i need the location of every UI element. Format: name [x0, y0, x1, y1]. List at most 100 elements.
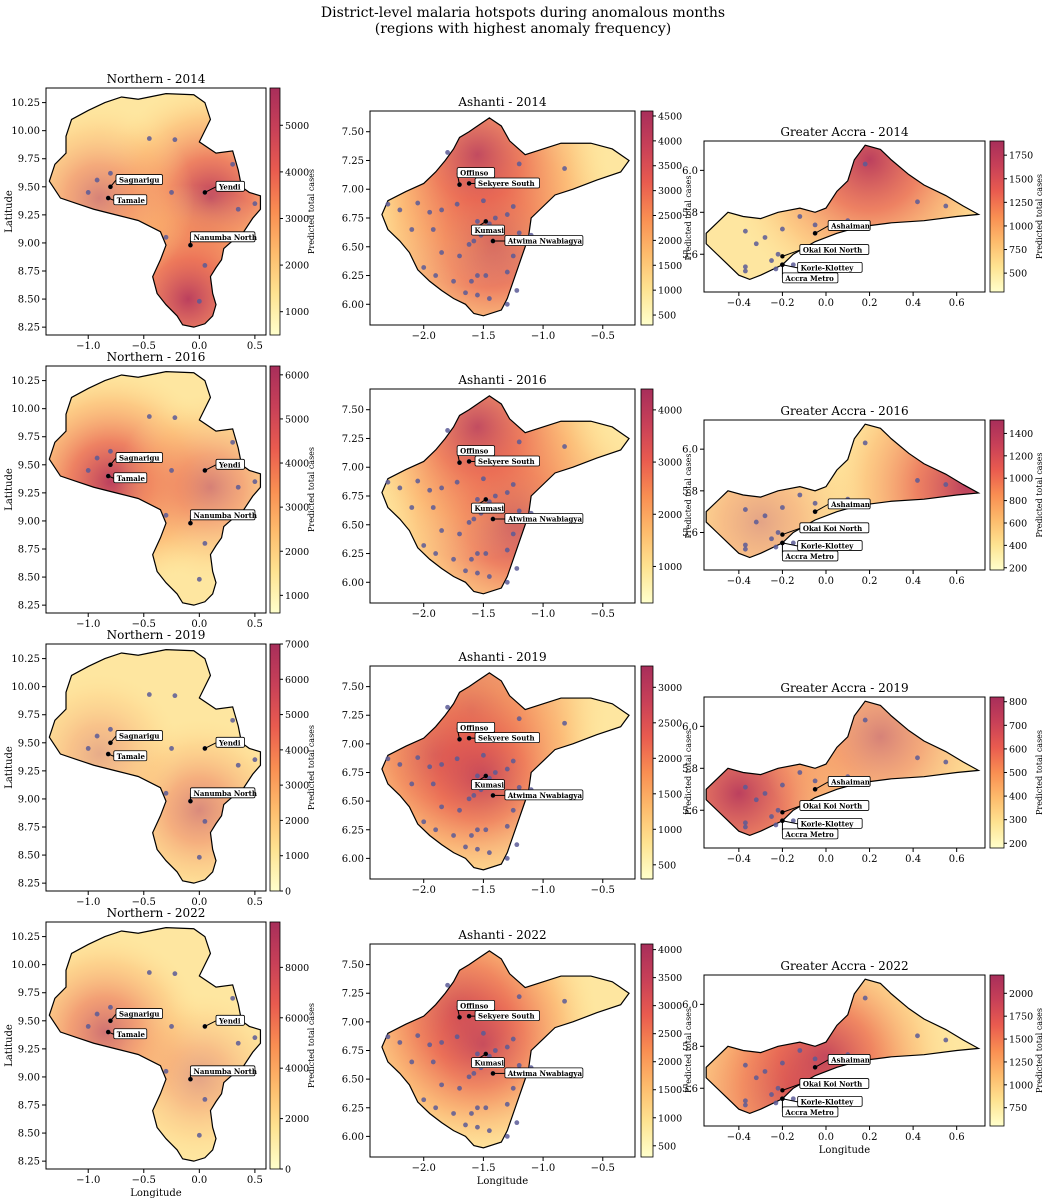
region-outline	[705, 978, 981, 1115]
district-marker	[202, 818, 208, 824]
hotspot-label-box	[215, 1014, 245, 1026]
district-marker	[397, 207, 403, 213]
y-tick-label: 5.6	[682, 806, 698, 817]
district-marker	[409, 505, 415, 510]
colorbar-tick-label: 200	[1009, 563, 1027, 574]
district-marker	[862, 161, 868, 167]
colorbar-tick-label: 4000	[658, 405, 682, 416]
y-tick-label: 5.8	[682, 486, 698, 497]
x-axis-label: Longitude	[477, 1176, 529, 1187]
y-tick-label: 6.00	[342, 300, 364, 311]
x-tick-label: −0.5	[591, 331, 615, 342]
hotspot-marker	[106, 473, 111, 479]
district-marker	[742, 1098, 748, 1104]
district-marker	[514, 842, 520, 848]
district-marker	[510, 807, 516, 813]
district-marker	[196, 854, 202, 860]
district-marker	[94, 455, 100, 461]
district-marker	[196, 1132, 202, 1138]
x-tick-label: −0.5	[591, 1163, 615, 1174]
hotspot-label: Nanumba North	[193, 233, 256, 242]
heat-field	[49, 927, 261, 1162]
hotspot-label-box	[474, 177, 540, 189]
label-leader	[782, 264, 798, 269]
district-marker	[790, 1096, 796, 1102]
district-marker	[762, 791, 768, 796]
colorbar	[269, 87, 281, 336]
y-tick-label: 6.50	[342, 242, 364, 253]
hotspot-marker	[457, 460, 462, 465]
district-marker	[475, 292, 480, 298]
colorbar-tick-label: 1750	[1009, 151, 1033, 162]
x-tick-label: −1.5	[471, 1163, 495, 1174]
y-tick-label: 9.00	[18, 1072, 40, 1083]
y-tick-label: 7.25	[342, 156, 364, 167]
hotspot-marker	[780, 254, 785, 259]
y-tick-label: 8.25	[18, 323, 40, 334]
hotspot-marker	[106, 751, 111, 757]
district-marker	[797, 492, 803, 498]
hotspot-label: Atwima Nwabiagya	[507, 237, 583, 246]
district-marker	[475, 827, 480, 833]
hotspot-label: Sekyere South	[478, 734, 535, 743]
figure-title-line1: District-level malaria hotspots during a…	[321, 5, 725, 21]
hotspot-label: Nanumba North	[193, 511, 256, 520]
district-marker	[235, 1040, 241, 1046]
district-marker	[943, 1037, 949, 1043]
colorbar-tick-label: 5000	[285, 414, 309, 425]
hotspot-label: Tamale	[117, 474, 146, 483]
colorbar-tick-label: 2000	[658, 754, 682, 765]
colorbar-tick-label: 3000	[658, 186, 682, 197]
map-panel: Northern - 2016 Sagnarigu Tamale Yendi Nanum…	[4, 350, 316, 630]
district-marker	[516, 439, 522, 445]
y-tick-label: 6.25	[342, 825, 364, 836]
x-tick-label: −0.5	[132, 897, 156, 908]
colorbar-tick-label: 1500	[658, 1085, 682, 1096]
district-marker	[775, 807, 781, 813]
colorbar-tick-label: 1000	[285, 591, 309, 602]
district-marker	[483, 1105, 489, 1111]
district-marker	[514, 288, 520, 293]
hotspot-marker	[780, 810, 785, 815]
district-marker	[486, 574, 492, 579]
hotspot-label: Korle-Klottey	[801, 1097, 855, 1106]
hotspot-label: Yendi	[218, 738, 241, 747]
district-marker	[504, 547, 510, 553]
x-tick-label: −2.0	[412, 885, 436, 896]
district-marker	[742, 264, 748, 270]
colorbar-tick-label: 700	[1009, 721, 1027, 732]
y-tick-label: 9.00	[18, 516, 40, 527]
x-tick-label: −1.0	[531, 609, 555, 620]
district-marker	[475, 1124, 480, 1130]
district-marker	[475, 1051, 480, 1057]
district-marker	[486, 850, 492, 856]
y-tick-label: 9.25	[18, 210, 40, 221]
hotspot-label-box	[471, 1057, 505, 1068]
hotspot-label-box	[456, 445, 496, 457]
x-tick-label: 0.2	[862, 1132, 878, 1143]
district-marker	[252, 201, 258, 207]
x-tick-label: 0.5	[247, 1175, 263, 1186]
x-tick-label: −1.0	[531, 331, 555, 342]
hotspot-label: Tamale	[117, 1030, 146, 1039]
hotspot-label-box	[215, 180, 245, 192]
hotspot-label-box	[799, 1078, 870, 1089]
hotspot-label-box	[113, 1028, 148, 1040]
x-tick-label: −0.4	[727, 1132, 751, 1143]
district-marker	[790, 262, 796, 268]
y-tick-label: 10.00	[11, 404, 40, 415]
y-tick-label: 5.6	[682, 1084, 698, 1095]
colorbar-tick-label: 3000	[658, 683, 682, 694]
district-marker	[742, 507, 748, 512]
panel-title: Greater Accra - 2019	[780, 681, 908, 695]
colorbar-tick-label: 3000	[285, 781, 309, 792]
colorbar-tick-label: 500	[658, 1141, 676, 1152]
hotspot-marker	[490, 238, 496, 244]
colorbar	[640, 943, 654, 1158]
heat-field	[706, 701, 979, 836]
district-marker	[471, 238, 477, 244]
colorbar-tick-label: 5000	[285, 710, 309, 721]
district-marker	[504, 823, 510, 829]
district-marker	[385, 756, 391, 762]
